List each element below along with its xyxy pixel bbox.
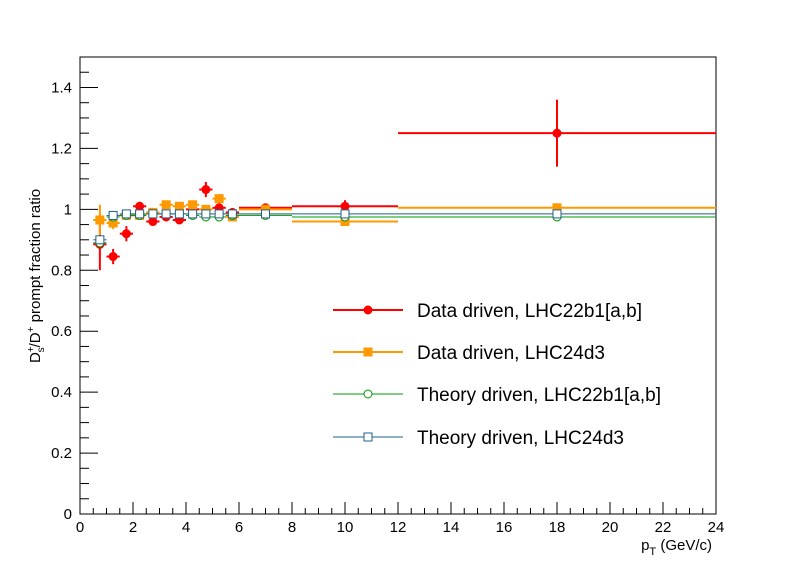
data-point: [227, 209, 237, 219]
y-axis-title: D+s/D+ prompt fraction ratio: [26, 189, 47, 363]
data-point: [148, 209, 158, 219]
data-point: [108, 210, 118, 220]
data-point: [95, 215, 105, 225]
x-axis-title-main: p: [641, 537, 649, 554]
data-point: [174, 209, 184, 219]
data-point: [188, 200, 198, 210]
y-tick-label: 0.8: [51, 262, 72, 279]
data-point: [363, 389, 373, 399]
y-axis-title-a-sub: s: [36, 347, 47, 352]
data-point: [148, 217, 158, 227]
data-point: [552, 128, 562, 138]
x-tick-label: 22: [655, 519, 672, 536]
legend-entry-4: Theory driven, LHC24d3: [333, 428, 624, 449]
series-layer: [93, 99, 716, 271]
legend-label: Theory driven, LHC24d3: [417, 428, 624, 449]
data-point: [363, 432, 373, 442]
x-axis-title-rest: (GeV/c): [656, 537, 712, 554]
x-tick-label: 16: [496, 519, 513, 536]
x-tick-label: 20: [602, 519, 619, 536]
y-axis-title-b: /D: [27, 332, 44, 347]
x-tick-label: 6: [235, 519, 243, 536]
data-point: [552, 209, 562, 219]
x-axis-title: pT (GeV/c): [641, 537, 712, 558]
data-point: [214, 209, 224, 219]
data-point: [174, 201, 184, 211]
data-point: [201, 209, 211, 219]
y-tick-label: 1.4: [51, 79, 72, 96]
legend: Data driven, LHC22b1[a,b] Data driven, LH…: [333, 301, 661, 449]
legend-entry-3: Theory driven, LHC22b1[a,b]: [333, 385, 661, 406]
legend-label: Theory driven, LHC22b1[a,b]: [417, 385, 661, 406]
y-tick-label: 0.6: [51, 323, 72, 340]
x-tick-label: 4: [182, 519, 190, 536]
x-tick-label: 14: [443, 519, 460, 536]
y-axis-title-a: D: [27, 352, 44, 363]
series-3: [93, 209, 716, 248]
y-tick-label: 0.4: [51, 384, 72, 401]
y-tick-label: 1.2: [51, 140, 72, 157]
y-tick-label: 0.2: [51, 445, 72, 462]
y-axis-title-c: prompt fraction ratio: [27, 189, 44, 327]
y-tick-label: 0: [64, 506, 72, 523]
legend-entry-1: Data driven, LHC22b1[a,b]: [333, 301, 642, 322]
x-tick-label: 0: [76, 519, 84, 536]
x-tick-label: 10: [337, 519, 354, 536]
data-point: [121, 229, 131, 239]
data-point: [201, 185, 211, 195]
x-axis-title-sub: T: [649, 546, 656, 558]
data-point: [363, 347, 373, 357]
x-axis: 0 2 4 6 8 10 12 14 16 18 20 22 24: [76, 502, 725, 536]
series-1: [93, 99, 716, 271]
legend-entry-2: Data driven, LHC24d3: [333, 343, 605, 364]
data-point: [135, 201, 145, 211]
y-axis: 0 0.2 0.4 0.6 0.8 1 1.2 1.4: [51, 56, 98, 523]
data-point: [340, 201, 350, 211]
data-point: [161, 200, 171, 210]
y-axis-title-a-sup: +: [26, 346, 37, 352]
data-point: [188, 209, 198, 219]
data-point: [261, 209, 270, 219]
x-tick-label: 2: [129, 519, 137, 536]
data-point: [161, 209, 171, 219]
series-2: [93, 194, 716, 236]
x-tick-label: 24: [708, 519, 725, 536]
series-4: [93, 209, 716, 245]
y-axis-title-b-sup: +: [26, 326, 37, 332]
x-tick-label: 8: [288, 519, 296, 536]
data-point: [95, 235, 105, 245]
x-tick-label: 12: [390, 519, 407, 536]
legend-label: Data driven, LHC24d3: [417, 343, 605, 364]
data-point: [108, 252, 118, 262]
data-point: [340, 209, 350, 219]
data-point: [135, 209, 145, 219]
legend-label: Data driven, LHC22b1[a,b]: [417, 301, 642, 322]
data-point: [214, 194, 224, 204]
data-point: [121, 209, 131, 219]
x-tick-label: 18: [549, 519, 566, 536]
y-tick-label: 1: [64, 201, 72, 218]
data-point: [363, 305, 373, 315]
